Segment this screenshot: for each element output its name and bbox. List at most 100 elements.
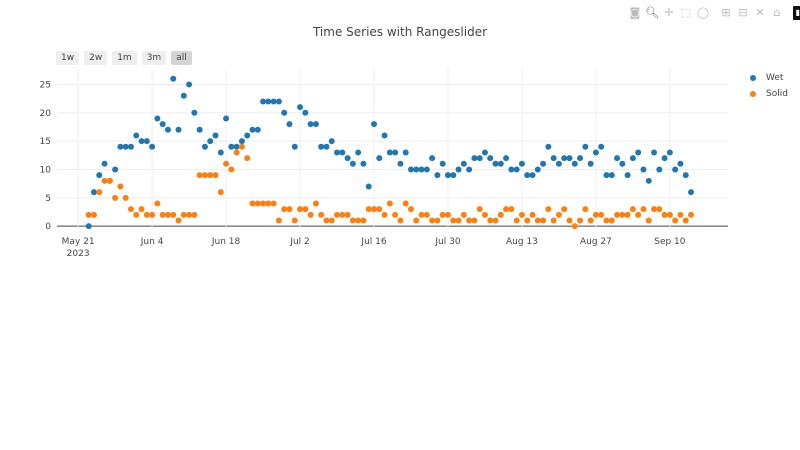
point-wet xyxy=(254,126,261,133)
zoom-icon[interactable]: 🔍︎ xyxy=(645,6,659,19)
range-button-1w[interactable]: 1w xyxy=(56,51,80,65)
point-solid xyxy=(534,217,541,224)
home-icon[interactable]: ⌂ xyxy=(773,6,781,19)
point-solid xyxy=(265,200,272,207)
point-solid xyxy=(571,223,578,230)
point-solid xyxy=(270,200,277,207)
point-solid xyxy=(471,217,478,224)
point-wet xyxy=(138,138,145,145)
pan-icon[interactable]: ✛ xyxy=(664,6,674,19)
point-solid xyxy=(112,194,119,201)
point-solid xyxy=(260,200,267,207)
point-solid xyxy=(302,206,309,213)
point-solid xyxy=(201,172,208,179)
point-solid xyxy=(545,206,552,213)
point-solid xyxy=(466,217,473,224)
lasso-icon[interactable]: ◯ xyxy=(696,6,710,19)
point-wet xyxy=(85,223,92,230)
point-wet xyxy=(635,149,642,156)
autoscale-icon[interactable]: ✕ xyxy=(755,6,765,19)
legend-item-solid[interactable]: Solid xyxy=(750,86,788,102)
camera-icon[interactable]: ◙ xyxy=(629,6,641,19)
y-tick-label: 15 xyxy=(40,137,51,147)
point-wet xyxy=(651,149,658,156)
point-wet xyxy=(386,149,393,156)
legend-marker-wet xyxy=(750,75,756,81)
point-solid xyxy=(196,172,203,179)
plotly-logo-icon[interactable]: ▮▮ xyxy=(793,6,800,20)
point-solid xyxy=(101,177,108,184)
point-wet xyxy=(402,149,409,156)
point-solid xyxy=(407,206,414,213)
point-solid xyxy=(656,206,663,213)
point-solid xyxy=(677,211,684,218)
point-solid xyxy=(275,217,282,224)
x-tick-sublabel: 2023 xyxy=(67,249,90,259)
point-wet xyxy=(180,92,187,99)
range-button-1m[interactable]: 1m xyxy=(112,51,137,65)
point-solid xyxy=(133,211,140,218)
point-solid xyxy=(217,189,224,196)
point-solid xyxy=(281,206,288,213)
point-wet xyxy=(339,149,346,156)
point-solid xyxy=(439,211,446,218)
point-solid xyxy=(418,211,425,218)
point-solid xyxy=(191,211,198,218)
legend-item-wet[interactable]: Wet xyxy=(750,70,788,86)
point-wet xyxy=(614,155,621,162)
point-wet xyxy=(90,189,97,196)
point-solid xyxy=(117,183,124,190)
point-wet xyxy=(312,121,319,128)
y-tick-label: 25 xyxy=(40,80,51,90)
point-wet xyxy=(450,172,457,179)
point-wet xyxy=(455,166,462,173)
point-wet xyxy=(481,149,488,156)
range-button-2w[interactable]: 2w xyxy=(84,51,108,65)
point-wet xyxy=(608,172,615,179)
point-solid xyxy=(381,211,388,218)
point-solid xyxy=(619,211,626,218)
zoom-out-icon[interactable]: ⊟ xyxy=(738,6,748,19)
point-solid xyxy=(307,211,314,218)
y-tick-label: 0 xyxy=(45,222,51,232)
point-solid xyxy=(328,217,335,224)
point-wet xyxy=(112,166,119,173)
point-solid xyxy=(540,217,547,224)
point-solid xyxy=(90,211,97,218)
point-wet xyxy=(275,98,282,105)
point-wet xyxy=(677,160,684,167)
point-wet xyxy=(619,160,626,167)
point-solid xyxy=(154,200,161,207)
point-solid xyxy=(223,160,230,167)
point-solid xyxy=(518,211,525,218)
range-button-3m[interactable]: 3m xyxy=(141,51,167,65)
point-wet xyxy=(429,155,436,162)
point-wet xyxy=(291,143,298,150)
point-solid xyxy=(233,149,240,156)
point-solid xyxy=(503,206,510,213)
point-solid xyxy=(577,217,584,224)
point-solid xyxy=(423,211,430,218)
legend-marker-solid xyxy=(750,91,756,97)
point-wet xyxy=(133,132,140,139)
point-wet xyxy=(629,155,636,162)
point-wet xyxy=(540,160,547,167)
point-solid xyxy=(355,217,362,224)
point-wet xyxy=(96,172,103,179)
range-button-all[interactable]: all xyxy=(171,51,192,65)
point-wet xyxy=(371,121,378,128)
point-solid xyxy=(635,211,642,218)
box-select-icon[interactable]: ⬚ xyxy=(680,6,692,19)
zoom-in-icon[interactable]: ⊞ xyxy=(721,6,731,19)
point-solid xyxy=(614,211,621,218)
point-solid xyxy=(323,217,330,224)
point-solid xyxy=(666,211,673,218)
point-wet xyxy=(376,155,383,162)
point-solid xyxy=(476,206,483,213)
point-solid xyxy=(455,217,462,224)
point-wet xyxy=(688,189,695,196)
point-wet xyxy=(682,172,689,179)
point-solid xyxy=(365,206,372,213)
